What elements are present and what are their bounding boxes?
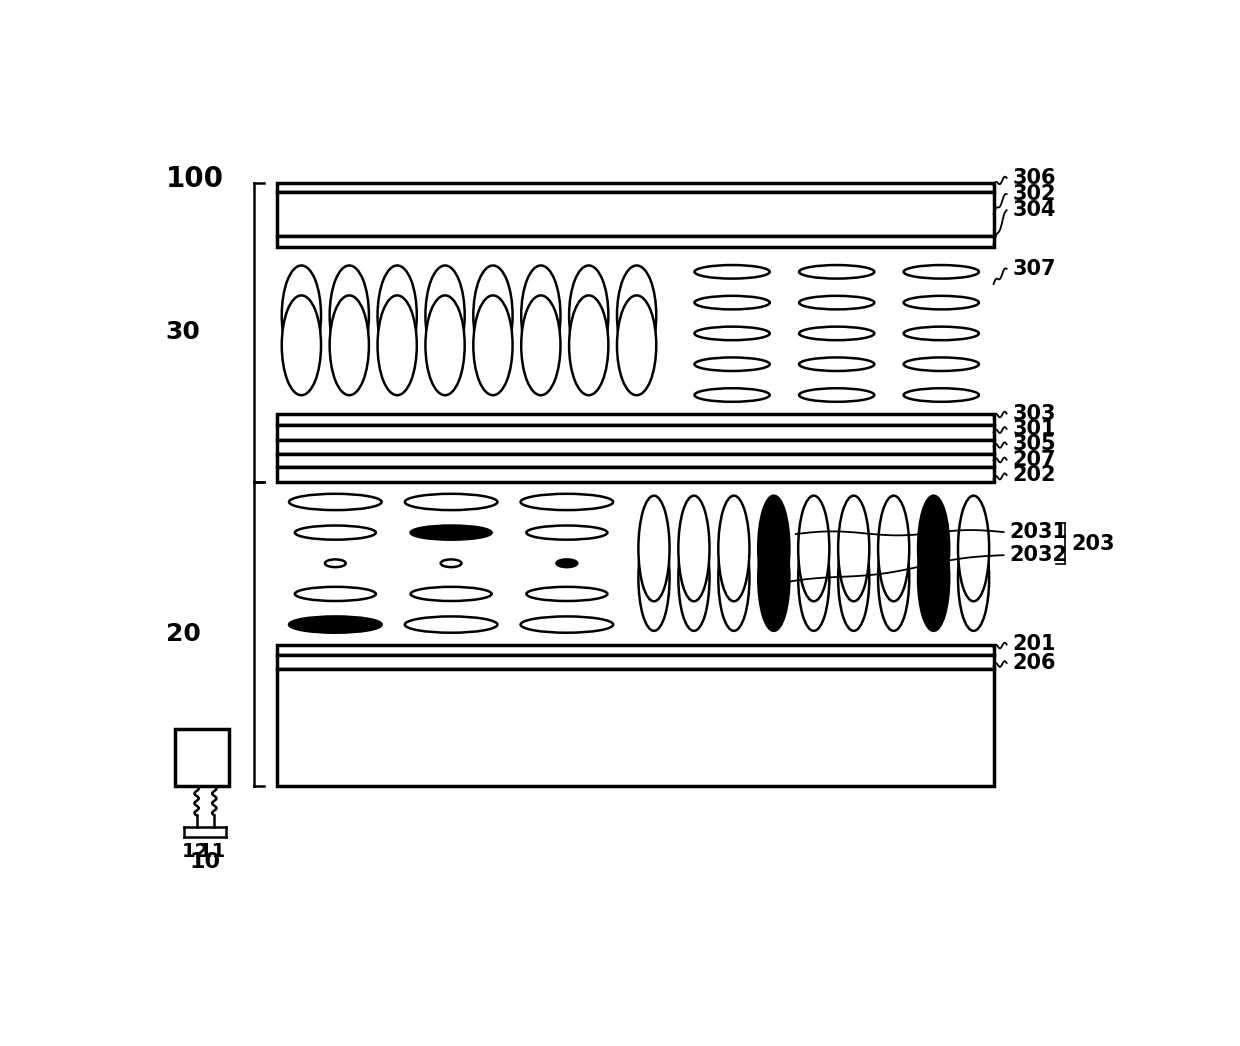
- Ellipse shape: [904, 296, 978, 310]
- Ellipse shape: [758, 525, 790, 631]
- Text: 2031: 2031: [1009, 522, 1066, 542]
- Text: 2032: 2032: [1009, 545, 1066, 565]
- Bar: [278, 655, 993, 669]
- Ellipse shape: [557, 560, 578, 567]
- Ellipse shape: [878, 525, 909, 631]
- Ellipse shape: [694, 388, 770, 402]
- Text: 305: 305: [1013, 434, 1056, 454]
- Ellipse shape: [718, 525, 749, 631]
- Ellipse shape: [474, 295, 512, 395]
- Ellipse shape: [521, 295, 560, 395]
- Bar: [278, 236, 993, 247]
- Text: 302: 302: [1013, 184, 1056, 204]
- Ellipse shape: [799, 326, 874, 340]
- Bar: [278, 669, 993, 787]
- Ellipse shape: [799, 388, 874, 402]
- Text: 206: 206: [1013, 653, 1056, 673]
- Text: 207: 207: [1013, 450, 1056, 470]
- Ellipse shape: [425, 295, 465, 395]
- Ellipse shape: [694, 296, 770, 310]
- Ellipse shape: [904, 358, 978, 371]
- Bar: [278, 191, 993, 236]
- Ellipse shape: [404, 494, 497, 510]
- Text: 100: 100: [166, 165, 223, 192]
- Bar: [278, 468, 993, 482]
- Text: 12: 12: [181, 842, 208, 861]
- Ellipse shape: [295, 587, 376, 601]
- Ellipse shape: [618, 295, 656, 395]
- Bar: [278, 644, 993, 655]
- Ellipse shape: [440, 560, 461, 567]
- Ellipse shape: [410, 587, 491, 601]
- Bar: [278, 439, 993, 454]
- Ellipse shape: [639, 496, 670, 601]
- Ellipse shape: [904, 388, 978, 402]
- Ellipse shape: [325, 560, 346, 567]
- Ellipse shape: [289, 494, 382, 510]
- Ellipse shape: [918, 525, 949, 631]
- Bar: [278, 182, 993, 191]
- Ellipse shape: [330, 266, 370, 365]
- Ellipse shape: [904, 265, 978, 278]
- Ellipse shape: [521, 494, 614, 510]
- Text: 301: 301: [1013, 418, 1056, 439]
- Ellipse shape: [718, 496, 749, 601]
- Ellipse shape: [377, 266, 417, 365]
- Ellipse shape: [799, 525, 830, 631]
- Text: 203: 203: [1071, 533, 1115, 553]
- Ellipse shape: [758, 496, 790, 601]
- Text: 10: 10: [190, 852, 221, 872]
- Bar: [278, 454, 993, 468]
- Ellipse shape: [959, 525, 990, 631]
- Ellipse shape: [404, 616, 497, 633]
- Ellipse shape: [694, 265, 770, 278]
- Text: 201: 201: [1013, 635, 1056, 655]
- Ellipse shape: [410, 525, 491, 540]
- Ellipse shape: [425, 266, 465, 365]
- Ellipse shape: [678, 496, 709, 601]
- Ellipse shape: [526, 587, 608, 601]
- Bar: [278, 413, 993, 425]
- Text: 306: 306: [1013, 167, 1056, 188]
- Ellipse shape: [569, 266, 609, 365]
- Ellipse shape: [618, 266, 656, 365]
- Ellipse shape: [289, 616, 382, 633]
- Ellipse shape: [281, 266, 321, 365]
- Text: 11: 11: [200, 842, 227, 861]
- Ellipse shape: [799, 265, 874, 278]
- Ellipse shape: [799, 358, 874, 371]
- Ellipse shape: [281, 295, 321, 395]
- Text: 30: 30: [166, 320, 201, 344]
- Text: 202: 202: [1013, 465, 1056, 485]
- Ellipse shape: [838, 496, 869, 601]
- Ellipse shape: [959, 496, 990, 601]
- Ellipse shape: [521, 266, 560, 365]
- Ellipse shape: [918, 496, 949, 601]
- Ellipse shape: [904, 326, 978, 340]
- Ellipse shape: [295, 525, 376, 540]
- Ellipse shape: [838, 525, 869, 631]
- Ellipse shape: [694, 326, 770, 340]
- Text: 303: 303: [1013, 404, 1056, 424]
- Ellipse shape: [330, 295, 370, 395]
- Ellipse shape: [377, 295, 417, 395]
- Ellipse shape: [799, 496, 830, 601]
- Ellipse shape: [639, 525, 670, 631]
- Text: 304: 304: [1013, 200, 1056, 221]
- Ellipse shape: [878, 496, 909, 601]
- Ellipse shape: [569, 295, 609, 395]
- Text: 307: 307: [1013, 258, 1056, 278]
- Ellipse shape: [799, 296, 874, 310]
- Ellipse shape: [526, 525, 608, 540]
- Ellipse shape: [694, 358, 770, 371]
- Ellipse shape: [521, 616, 614, 633]
- Ellipse shape: [474, 266, 512, 365]
- Bar: [175, 729, 229, 787]
- Bar: [278, 425, 993, 439]
- Text: 20: 20: [166, 622, 201, 646]
- Ellipse shape: [678, 525, 709, 631]
